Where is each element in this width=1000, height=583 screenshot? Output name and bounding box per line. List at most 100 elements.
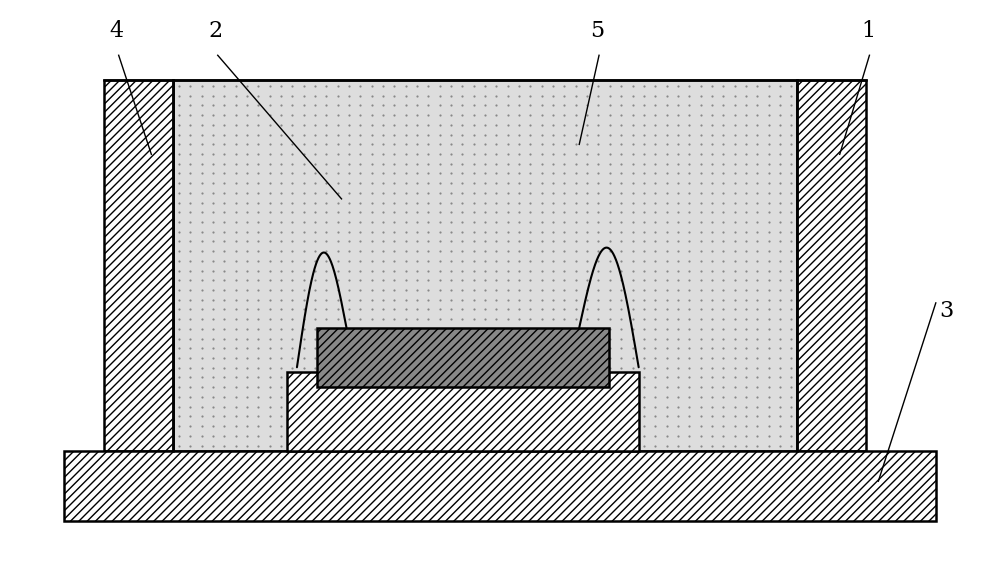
- Point: [625, 363, 641, 373]
- Point: [704, 422, 720, 431]
- Point: [704, 217, 720, 227]
- Point: [511, 139, 527, 149]
- Point: [613, 178, 629, 188]
- Point: [727, 363, 743, 373]
- Point: [432, 295, 448, 304]
- Point: [681, 81, 697, 90]
- Point: [590, 110, 606, 120]
- Point: [545, 198, 561, 207]
- Point: [194, 276, 210, 285]
- Point: [330, 344, 346, 353]
- Point: [352, 110, 368, 120]
- Point: [761, 276, 777, 285]
- Point: [659, 188, 675, 198]
- Point: [182, 217, 198, 227]
- Point: [262, 130, 278, 139]
- Point: [454, 120, 470, 129]
- Point: [534, 130, 550, 139]
- Point: [477, 91, 493, 100]
- Point: [443, 256, 459, 265]
- Point: [375, 120, 391, 129]
- Point: [443, 324, 459, 333]
- Point: [772, 159, 788, 168]
- Point: [273, 266, 289, 275]
- Point: [250, 198, 266, 207]
- Point: [738, 431, 754, 441]
- Point: [647, 256, 663, 265]
- Point: [761, 373, 777, 382]
- Point: [590, 139, 606, 149]
- Point: [647, 276, 663, 285]
- Point: [477, 247, 493, 256]
- Point: [556, 168, 572, 178]
- Point: [704, 431, 720, 441]
- Point: [761, 198, 777, 207]
- Point: [330, 305, 346, 314]
- Point: [693, 188, 709, 198]
- Point: [364, 178, 380, 188]
- Point: [727, 256, 743, 265]
- Point: [182, 392, 198, 402]
- Point: [341, 295, 357, 304]
- Point: [171, 237, 187, 246]
- Point: [693, 441, 709, 450]
- Point: [477, 208, 493, 217]
- Point: [681, 208, 697, 217]
- Point: [432, 305, 448, 314]
- Point: [250, 120, 266, 129]
- Point: [262, 382, 278, 392]
- Point: [511, 188, 527, 198]
- Point: [681, 344, 697, 353]
- Point: [590, 208, 606, 217]
- Point: [511, 159, 527, 168]
- Point: [432, 276, 448, 285]
- Point: [670, 91, 686, 100]
- Point: [194, 344, 210, 353]
- Point: [205, 382, 221, 392]
- Point: [250, 178, 266, 188]
- Point: [590, 334, 606, 343]
- Point: [579, 305, 595, 314]
- Point: [398, 149, 414, 159]
- Point: [772, 237, 788, 246]
- Point: [273, 285, 289, 294]
- Point: [239, 431, 255, 441]
- Point: [715, 305, 731, 314]
- Point: [647, 139, 663, 149]
- Point: [228, 198, 244, 207]
- Point: [783, 412, 799, 421]
- Point: [262, 315, 278, 324]
- Point: [556, 227, 572, 236]
- Point: [783, 431, 799, 441]
- Point: [625, 285, 641, 294]
- Point: [727, 295, 743, 304]
- Point: [647, 315, 663, 324]
- Point: [216, 159, 232, 168]
- Point: [239, 130, 255, 139]
- Point: [307, 295, 323, 304]
- Point: [477, 237, 493, 246]
- Point: [386, 168, 402, 178]
- Point: [681, 315, 697, 324]
- Point: [296, 217, 312, 227]
- Point: [194, 178, 210, 188]
- Point: [273, 217, 289, 227]
- Point: [330, 217, 346, 227]
- Point: [500, 237, 516, 246]
- Point: [579, 101, 595, 110]
- Point: [364, 315, 380, 324]
- Point: [296, 295, 312, 304]
- Point: [432, 178, 448, 188]
- Point: [749, 315, 765, 324]
- Point: [194, 353, 210, 363]
- Point: [761, 305, 777, 314]
- Point: [556, 178, 572, 188]
- Point: [386, 344, 402, 353]
- Point: [590, 149, 606, 159]
- Point: [522, 149, 538, 159]
- Point: [262, 159, 278, 168]
- Point: [602, 149, 618, 159]
- Point: [171, 139, 187, 149]
- Point: [352, 217, 368, 227]
- Point: [239, 402, 255, 412]
